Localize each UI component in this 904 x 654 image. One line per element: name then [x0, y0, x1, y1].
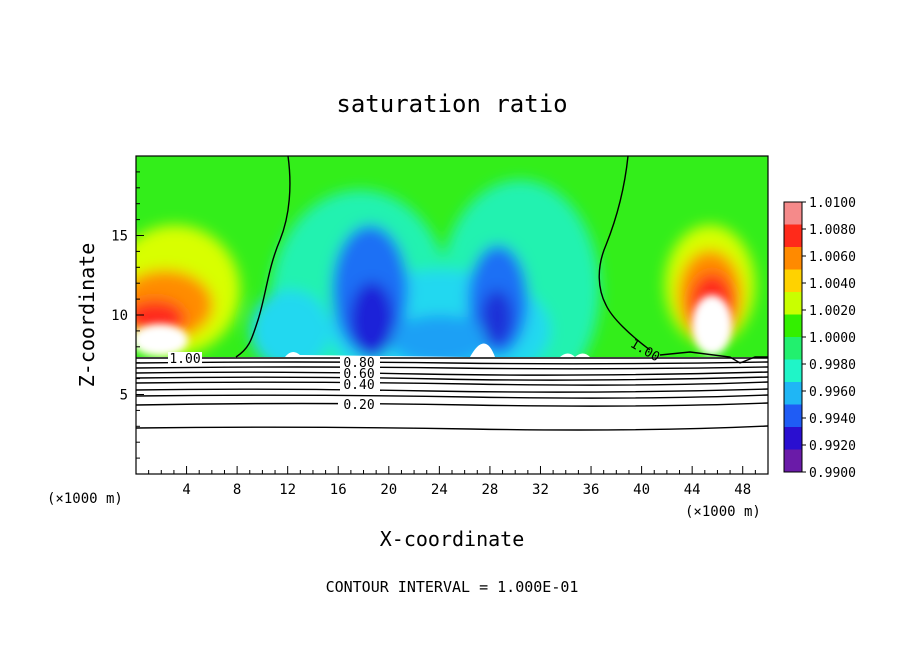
x-tick-label: 28	[481, 482, 498, 498]
colorbar-label: 1.0100	[809, 196, 856, 211]
y-axis-label: Z-coordinate	[75, 243, 99, 388]
contour-020	[136, 402, 768, 407]
blue-core-3	[390, 315, 490, 365]
contour-090	[136, 361, 768, 365]
contour-interval-note: CONTOUR INTERVAL = 1.000E-01	[326, 578, 579, 596]
saturated-left	[136, 324, 188, 356]
deep-blue-1	[350, 282, 394, 358]
deep-blue-2	[481, 290, 513, 346]
colorbar-swatch	[784, 382, 802, 405]
x-tick-label: 44	[684, 482, 701, 498]
x-unit-left: (×1000 m)	[47, 491, 123, 507]
heatmap-field	[136, 156, 768, 474]
contour-030	[136, 394, 768, 399]
contour-1-left	[235, 156, 291, 358]
y-axis-ticks: 5 10 15	[111, 171, 144, 459]
colorbar-swatch	[784, 449, 802, 472]
colorbar-swatch	[784, 427, 802, 450]
contour-010	[136, 425, 768, 431]
colorbar-swatch	[784, 292, 802, 315]
contour-070	[136, 371, 768, 376]
x-axis-ticks: 4 8 12 16 20 24 28 32 36 40 44 48	[148, 466, 756, 498]
colorbar-label: 0.9940	[809, 412, 856, 427]
contour-label-3: 0.60	[343, 367, 374, 382]
x-tick-label: 4	[182, 482, 190, 498]
x-tick-label: 40	[633, 482, 650, 498]
colorbar: 0.9900 0.9920 0.9940 0.9960 0.9980 1.0000 1.00…	[783, 196, 856, 481]
contour-080	[136, 366, 768, 370]
x-tick-label: 20	[380, 482, 397, 498]
contour-label-4: 0.40	[343, 378, 374, 393]
x-tick-label: 48	[734, 482, 751, 498]
colorbar-swatch	[784, 337, 802, 360]
contour-060	[136, 376, 768, 381]
colorbar-swatch	[784, 404, 802, 427]
x-tick-label: 32	[532, 482, 549, 498]
colorbar-swatch	[784, 314, 802, 337]
colorbar-label: 0.9960	[809, 385, 856, 400]
surface-ridge	[136, 343, 768, 357]
colorbar-swatch	[784, 202, 802, 225]
colorbar-label: 1.0000	[809, 331, 856, 346]
y-tick-label: 5	[120, 388, 128, 404]
below-ground	[136, 357, 768, 474]
y-tick-label: 15	[111, 229, 128, 245]
contour-050	[136, 381, 768, 386]
contour-040	[136, 388, 768, 393]
saturated-right	[692, 295, 732, 355]
colorbar-label: 1.0080	[809, 223, 856, 238]
contour-1-right-cell	[659, 351, 768, 364]
x-axis-label: X-coordinate	[380, 527, 525, 551]
colorbar-swatch	[784, 269, 802, 292]
colorbar-label: 1.0060	[809, 250, 856, 265]
contour-label-5: 0.20	[343, 398, 374, 413]
cool-region-left	[250, 290, 330, 370]
contour-label-2: 0.80	[343, 356, 374, 371]
colorbar-swatch	[784, 224, 802, 247]
contour-label-1: 1.00	[169, 352, 200, 367]
colorbar-label: 1.0040	[809, 277, 856, 292]
x-tick-label: 24	[431, 482, 448, 498]
colorbar-label: 0.9920	[809, 439, 856, 454]
x-tick-label: 8	[233, 482, 241, 498]
contour-lines	[136, 156, 768, 431]
colorbar-label: 0.9900	[809, 466, 856, 481]
x-tick-label: 16	[330, 482, 347, 498]
colorbar-swatch	[784, 247, 802, 270]
y-tick-label: 10	[111, 308, 128, 324]
colorbar-label: 1.0020	[809, 304, 856, 319]
x-tick-label: 36	[583, 482, 600, 498]
contour-1-right	[598, 156, 651, 351]
colorbar-label: 0.9980	[809, 358, 856, 373]
colorbar-swatch	[784, 359, 802, 382]
x-unit-right: (×1000 m)	[685, 504, 761, 520]
chart-title: saturation ratio	[336, 90, 567, 118]
x-tick-label: 12	[279, 482, 296, 498]
